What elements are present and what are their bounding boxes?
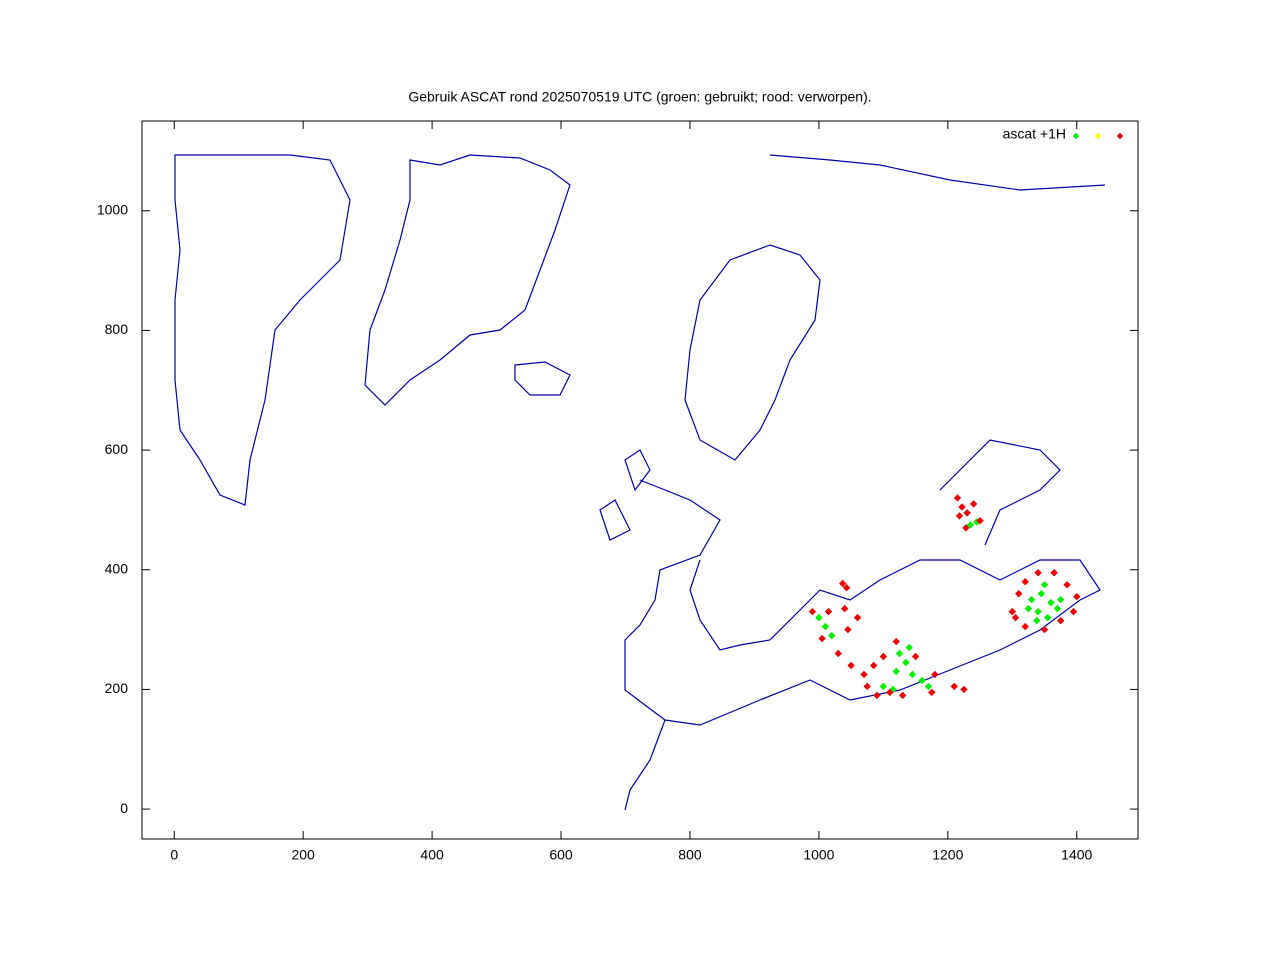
data-point (828, 631, 836, 640)
data-point (842, 583, 851, 592)
x-tick-label: 1200 (932, 847, 963, 863)
data-point (1033, 616, 1041, 625)
data-point (905, 643, 913, 652)
x-tick-label: 0 (170, 847, 178, 863)
data-point (879, 652, 888, 661)
data-point (840, 604, 849, 613)
data-point (958, 503, 966, 511)
x-tick-label: 1000 (803, 847, 834, 863)
legend-marker (1072, 132, 1080, 140)
data-point (821, 622, 830, 631)
data-point (911, 652, 920, 661)
data-point (928, 688, 936, 697)
data-point (969, 500, 978, 508)
data-point (895, 649, 904, 658)
data-point (886, 688, 894, 697)
data-point (918, 676, 926, 685)
data-point (808, 607, 817, 616)
legend-label: ascat +1H (1003, 126, 1066, 142)
data-point (1053, 604, 1062, 613)
y-tick-label: 800 (105, 321, 129, 337)
coastlines (174, 154, 1106, 811)
x-tick-label: 400 (420, 847, 444, 863)
data-point (1040, 581, 1049, 589)
data-point (844, 625, 852, 634)
data-point (839, 579, 847, 588)
x-tick-label: 600 (549, 847, 573, 863)
y-tick-label: 200 (105, 680, 129, 696)
data-point (892, 637, 900, 646)
y-tick-label: 400 (105, 560, 129, 576)
data-point (963, 509, 971, 517)
data-point (1044, 613, 1052, 622)
data-point (1034, 569, 1042, 577)
data-point (1015, 589, 1023, 598)
x-tick-label: 800 (678, 847, 702, 863)
data-point (860, 670, 868, 679)
data-point (1024, 604, 1033, 613)
data-point (931, 670, 939, 679)
data-point (1069, 607, 1078, 616)
y-tick-label: 600 (105, 441, 129, 457)
data-point (815, 613, 823, 622)
legend-marker (1094, 132, 1102, 140)
data-point (873, 691, 881, 700)
y-tick-label: 1000 (97, 201, 128, 217)
x-tick-label: 1400 (1061, 847, 1092, 863)
data-point (863, 682, 871, 691)
data-point (950, 682, 958, 691)
y-tick-label: 0 (120, 800, 128, 816)
data-point (818, 634, 826, 643)
data-point (853, 613, 862, 622)
data-point (1021, 622, 1029, 631)
data-point (879, 682, 888, 691)
data-point (869, 661, 878, 670)
data-point (1047, 598, 1055, 607)
data-point (898, 691, 907, 700)
data-point (1034, 607, 1042, 616)
data-point (1021, 578, 1029, 586)
x-tick-label: 200 (291, 847, 315, 863)
data-point (847, 661, 855, 670)
data-point (953, 494, 962, 502)
data-point (924, 682, 933, 691)
data-point (892, 667, 900, 676)
data-point (902, 658, 910, 667)
data-point (1011, 613, 1020, 622)
plot-frame (141, 120, 1139, 840)
data-point (1063, 581, 1071, 589)
data-point (1037, 589, 1046, 598)
legend-marker (1116, 132, 1124, 140)
data-point (976, 516, 984, 525)
data-point (1056, 616, 1065, 625)
data-point (908, 670, 917, 679)
data-point (1050, 569, 1058, 577)
data-point (1056, 595, 1065, 604)
data-point (966, 521, 975, 529)
data-point (1027, 595, 1036, 604)
chart-title: Gebruik ASCAT rond 2025070519 UTC (groen… (408, 89, 871, 105)
data-point (1073, 592, 1081, 601)
data-point (824, 607, 833, 616)
data-point (1008, 607, 1016, 616)
data-point (955, 512, 964, 520)
data-point (1040, 625, 1049, 634)
data-point (962, 524, 970, 532)
data-point (834, 649, 842, 658)
data-point (960, 685, 968, 694)
